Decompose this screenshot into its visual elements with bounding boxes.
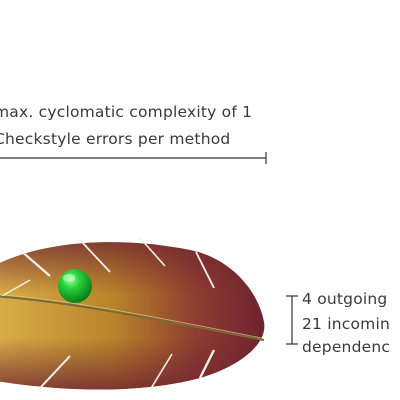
incoming-dependencies-label: 21 incomin (302, 315, 391, 333)
feather-barb (139, 237, 166, 267)
feather-barb (79, 239, 111, 273)
feather-icon (0, 237, 265, 391)
outgoing-dependencies-label: 4 outgoing (302, 290, 388, 308)
complexity-label: max. cyclomatic complexity of 1 (0, 103, 253, 121)
feather-shaft (0, 295, 265, 341)
dependencies-label: dependenc (302, 338, 391, 356)
feather-barb (149, 353, 173, 391)
checkstyle-label: Checkstyle errors per method (0, 130, 231, 148)
feather-barb (39, 355, 71, 389)
dependency-bracket (286, 295, 298, 345)
green-ball-icon (58, 269, 92, 303)
feather-barb (198, 349, 216, 379)
green-ball-highlight (63, 274, 75, 282)
feather-shaft-highlight (0, 294, 263, 339)
feather-barb (195, 251, 215, 289)
feather-barb (19, 249, 51, 277)
